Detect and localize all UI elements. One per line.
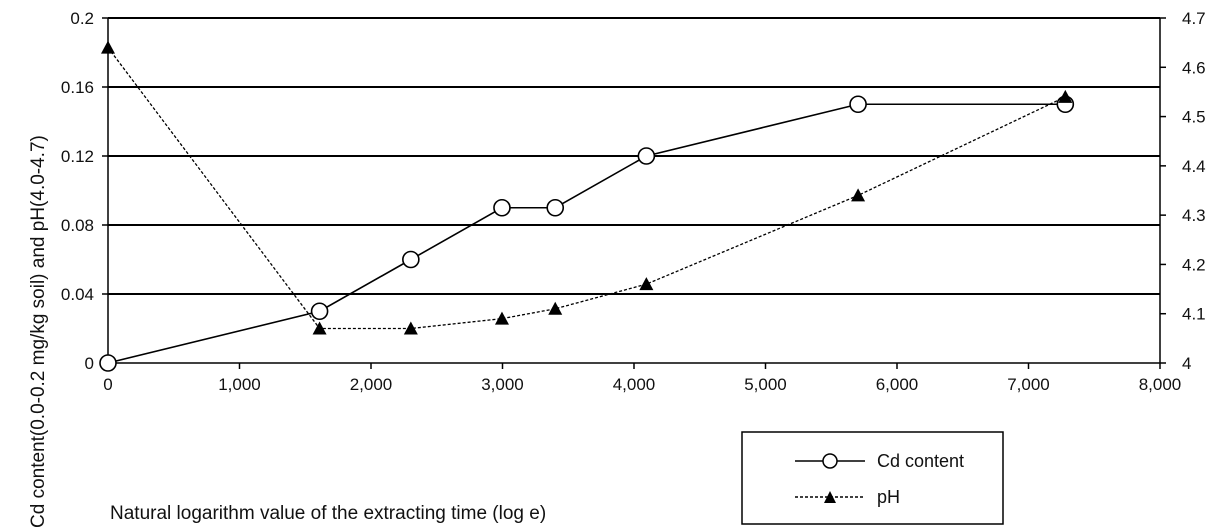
- right-tick-label: 4.4: [1182, 157, 1206, 176]
- right-tick-label: 4.2: [1182, 255, 1206, 274]
- series-line-2: [107, 47, 1066, 330]
- right-axis-ticks: 4 4.1 4.2 4.3 4.4 4.5 4.6 4.7: [1160, 9, 1206, 373]
- left-tick-label: 0.2: [70, 9, 94, 28]
- data-point-ph: [1058, 89, 1073, 103]
- data-point-ph: [494, 311, 509, 325]
- axes: [107, 18, 1161, 364]
- data-point-cd: [310, 302, 329, 321]
- left-tick-label: 0.08: [61, 216, 94, 235]
- left-tick-label: 0.04: [61, 285, 94, 304]
- data-point-ph: [639, 277, 654, 291]
- right-tick-label: 4.3: [1182, 206, 1206, 225]
- x-tick-label: 5,000: [744, 375, 787, 394]
- legend-label: pH: [877, 487, 900, 507]
- right-tick-label: 4: [1182, 354, 1191, 373]
- x-tick-label: 2,000: [350, 375, 393, 394]
- right-tick-label: 4.7: [1182, 9, 1206, 28]
- data-point-ph: [548, 301, 563, 315]
- x-tick-label: 1,000: [218, 375, 261, 394]
- series-layer: [99, 40, 1075, 372]
- legend-label: Cd content: [877, 451, 964, 471]
- series-line-1: [107, 103, 1066, 364]
- y-axis-title: Cd content(0.0-0.2 mg/kg soil) and pH(4.…: [28, 135, 49, 528]
- x-tick-label: 6,000: [876, 375, 919, 394]
- x-tick-label: 4,000: [613, 375, 656, 394]
- left-axis-ticks: 0 0.04 0.08 0.12 0.16 0.2: [61, 9, 108, 373]
- left-tick-label: 0.12: [61, 147, 94, 166]
- x-tick-label: 3,000: [481, 375, 524, 394]
- data-point-cd: [402, 250, 420, 269]
- right-tick-label: 4.5: [1182, 108, 1206, 127]
- right-tick-label: 4.1: [1182, 305, 1206, 324]
- legend-box: [741, 431, 1004, 525]
- x-axis-title: Natural logarithm value of the extractin…: [110, 503, 546, 524]
- left-tick-label: 0: [85, 354, 94, 373]
- data-point-cd: [99, 354, 117, 372]
- right-tick-label: 4.6: [1182, 58, 1206, 77]
- legend-marker: [824, 491, 836, 503]
- legend-marker: [822, 453, 838, 469]
- data-point-ph: [101, 40, 115, 54]
- data-point-ph: [312, 321, 327, 335]
- data-point-ph: [403, 321, 418, 335]
- left-tick-label: 0.16: [61, 78, 94, 97]
- grid-lines: [108, 17, 1160, 295]
- data-point-cd: [546, 198, 565, 217]
- data-point-cd: [493, 198, 511, 217]
- data-point-ph: [851, 188, 866, 202]
- data-point-cd: [637, 147, 656, 165]
- x-axis-ticks: 0 1,000 2,000 3,000 4,000 5,000 6,000 7,000 8,00…: [103, 363, 1181, 394]
- data-point-cd: [849, 95, 867, 114]
- x-tick-label: 8,000: [1139, 375, 1182, 394]
- x-tick-label: 0: [103, 375, 112, 394]
- x-tick-label: 7,000: [1007, 375, 1050, 394]
- legend: Cd content pH: [741, 431, 1004, 525]
